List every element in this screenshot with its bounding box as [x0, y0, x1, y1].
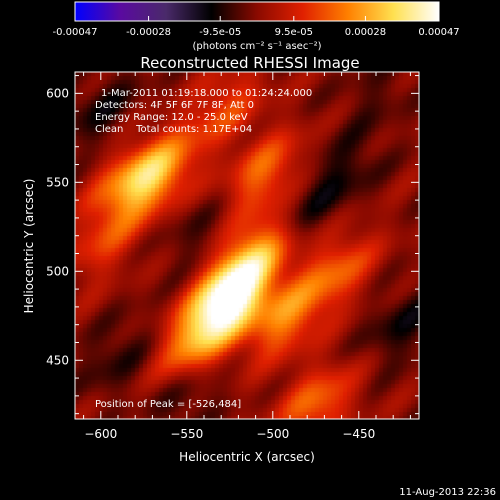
y-tick-label: 450	[46, 353, 69, 367]
plot-frame	[74, 71, 420, 420]
x-tick-label: −500	[256, 427, 289, 441]
colorbar	[74, 1, 440, 22]
heatmap-image-container	[75, 72, 419, 419]
y-tick-label: 600	[46, 86, 69, 100]
y-axis-label: Heliocentric Y (arcsec)	[22, 179, 36, 314]
annotation-peak-position: Position of Peak = [-526,484]	[95, 399, 241, 410]
colorbar-tick-label: -9.5e-05	[199, 27, 241, 38]
annotation-detectors: Detectors: 4F 5F 6F 7F 8F, Att 0	[95, 100, 254, 111]
colorbar-tick-label: 0.00047	[418, 27, 459, 38]
colorbar-tick-label: 0.00028	[345, 27, 386, 38]
footer-date: 11-Aug-2013 22:36	[399, 487, 496, 498]
annotation-time-range: 1-Mar-2011 01:19:18.000 to 01:24:24.000	[101, 88, 312, 99]
colorbar-ticks: -0.00047 -0.00028 -9.5e-05 9.5e-05 0.00028 0.…	[53, 16, 460, 38]
annotation-clean: Clean Total counts: 1.17E+04	[95, 124, 252, 135]
chart-title: Reconstructed RHESSI Image	[140, 54, 359, 72]
colorbar-unit-label: (photons cm⁻² s⁻¹ asec⁻²)	[192, 41, 321, 52]
annotation-energy: Energy Range: 12.0 - 25.0 keV	[95, 112, 248, 123]
x-axis-label: Heliocentric X (arcsec)	[179, 450, 315, 464]
y-tick-label: 500	[46, 264, 69, 278]
y-axis-ticks: 450 500 550 600	[46, 75, 419, 415]
x-axis-ticks: −600 −550 −500 −450	[83, 72, 411, 441]
colorbar-tick-label: -0.00028	[126, 27, 171, 38]
heatmap-image	[75, 72, 419, 419]
x-tick-label: −550	[170, 427, 203, 441]
y-tick-label: 550	[46, 175, 69, 189]
x-tick-label: −450	[342, 427, 375, 441]
x-tick-label: −600	[84, 427, 117, 441]
colorbar-tick-label: -0.00047	[53, 27, 98, 38]
colorbar-tick-label: 9.5e-05	[275, 27, 313, 38]
